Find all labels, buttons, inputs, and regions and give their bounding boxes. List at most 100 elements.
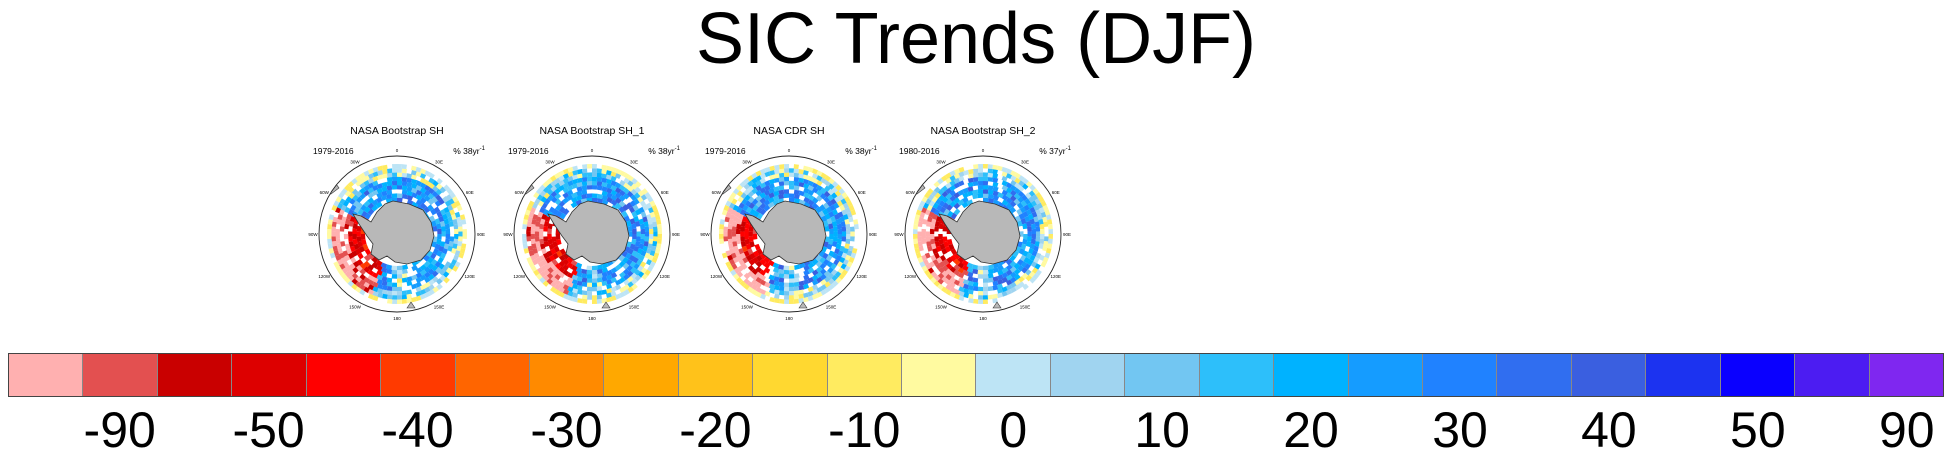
trend-cell [614,279,622,286]
trend-cell [953,197,961,204]
trend-cell [741,263,748,270]
trend-cell [367,269,375,276]
trend-cell [552,252,559,260]
trend-cell [623,177,630,184]
trend-cell [638,243,645,250]
trend-cell [819,262,827,270]
trend-cell [554,289,561,296]
trend-cell [953,252,961,260]
trend-cell [789,168,795,173]
trend-cell [841,269,848,276]
trend-cell [763,189,771,196]
trend-cell [430,259,438,266]
trend-cell [433,206,441,214]
trend-cell [839,216,845,223]
trend-cell [834,196,841,203]
trend-cell [913,238,919,244]
trend-cell [622,192,630,200]
trend-cell [751,273,758,281]
trend-cell [938,234,943,240]
trend-cell [438,263,445,270]
trend-cell [381,285,388,291]
trend-cell [550,264,558,272]
trend-cell [634,269,641,276]
trend-cell [606,174,613,180]
trend-cell [743,283,750,291]
trend-cell [341,216,347,223]
trend-cell [442,196,449,203]
trend-cell [933,186,941,194]
trend-cell [941,264,949,272]
trend-cell [983,164,988,169]
trend-cell [1031,194,1039,201]
trend-cell [626,220,632,227]
trend-cell [459,214,466,221]
trend-cell [554,262,562,270]
trend-cell [949,291,956,298]
trend-cell [406,186,413,192]
trend-cell [397,282,403,288]
trend-cell [819,192,827,200]
longitude-label: 150W [349,305,362,310]
trend-cell [540,265,547,272]
trend-cell [631,283,638,291]
trend-cell [375,196,383,204]
trend-cell [755,184,762,192]
trend-cell [618,200,626,208]
trend-cell [778,273,785,279]
trend-cell [555,204,562,212]
panel-units: % 38yr-1 [648,145,680,156]
trend-cell [992,285,999,291]
trend-cell [983,180,989,186]
trend-cell [1025,241,1032,248]
trend-cell [331,226,337,232]
trend-cell [1037,213,1043,220]
trend-cell [751,268,759,276]
trend-cell [784,299,789,304]
trend-cell [919,261,926,268]
trend-cell [375,264,383,272]
trend-cell [614,202,622,210]
trend-cell [1044,209,1051,216]
trend-cell [778,277,785,283]
new-zealand-landmass [992,301,1002,309]
trend-cell [1042,245,1048,252]
trend-cell [756,212,764,220]
trend-cell [934,241,941,248]
trend-cell [798,285,805,291]
trend-cell [930,238,936,245]
trend-cell [592,193,598,199]
trend-cell [341,267,349,274]
trend-cell [977,189,983,194]
trend-cell [542,181,550,188]
colorbar-tick-label: -50 [232,402,305,458]
trend-cell [610,290,617,297]
colorbar-tick-label: -20 [679,402,752,458]
trend-cell [763,199,771,206]
trend-cell [352,228,357,234]
trend-cell [736,184,743,192]
trend-cell [445,194,453,201]
trend-cell [938,267,945,274]
trend-cell [442,265,449,272]
trend-cell [915,209,922,216]
trend-cell [530,223,536,230]
trend-cell [764,281,771,288]
trend-cell [727,196,734,203]
trend-cell [958,295,965,302]
trend-cell [528,200,535,207]
trend-cell [1005,202,1013,210]
trend-cell [367,168,375,175]
trend-cell [983,299,988,304]
trend-cell [539,276,546,284]
trend-cell [347,181,355,188]
trend-cell [411,178,418,185]
colorbar-tick-label: 40 [1581,402,1637,458]
trend-cell [983,189,989,194]
trend-cell [958,175,965,182]
trend-cell [752,256,759,264]
trend-cell [397,265,403,271]
trend-cell [424,291,431,298]
trend-cell [755,271,762,279]
trend-cell [401,268,408,275]
